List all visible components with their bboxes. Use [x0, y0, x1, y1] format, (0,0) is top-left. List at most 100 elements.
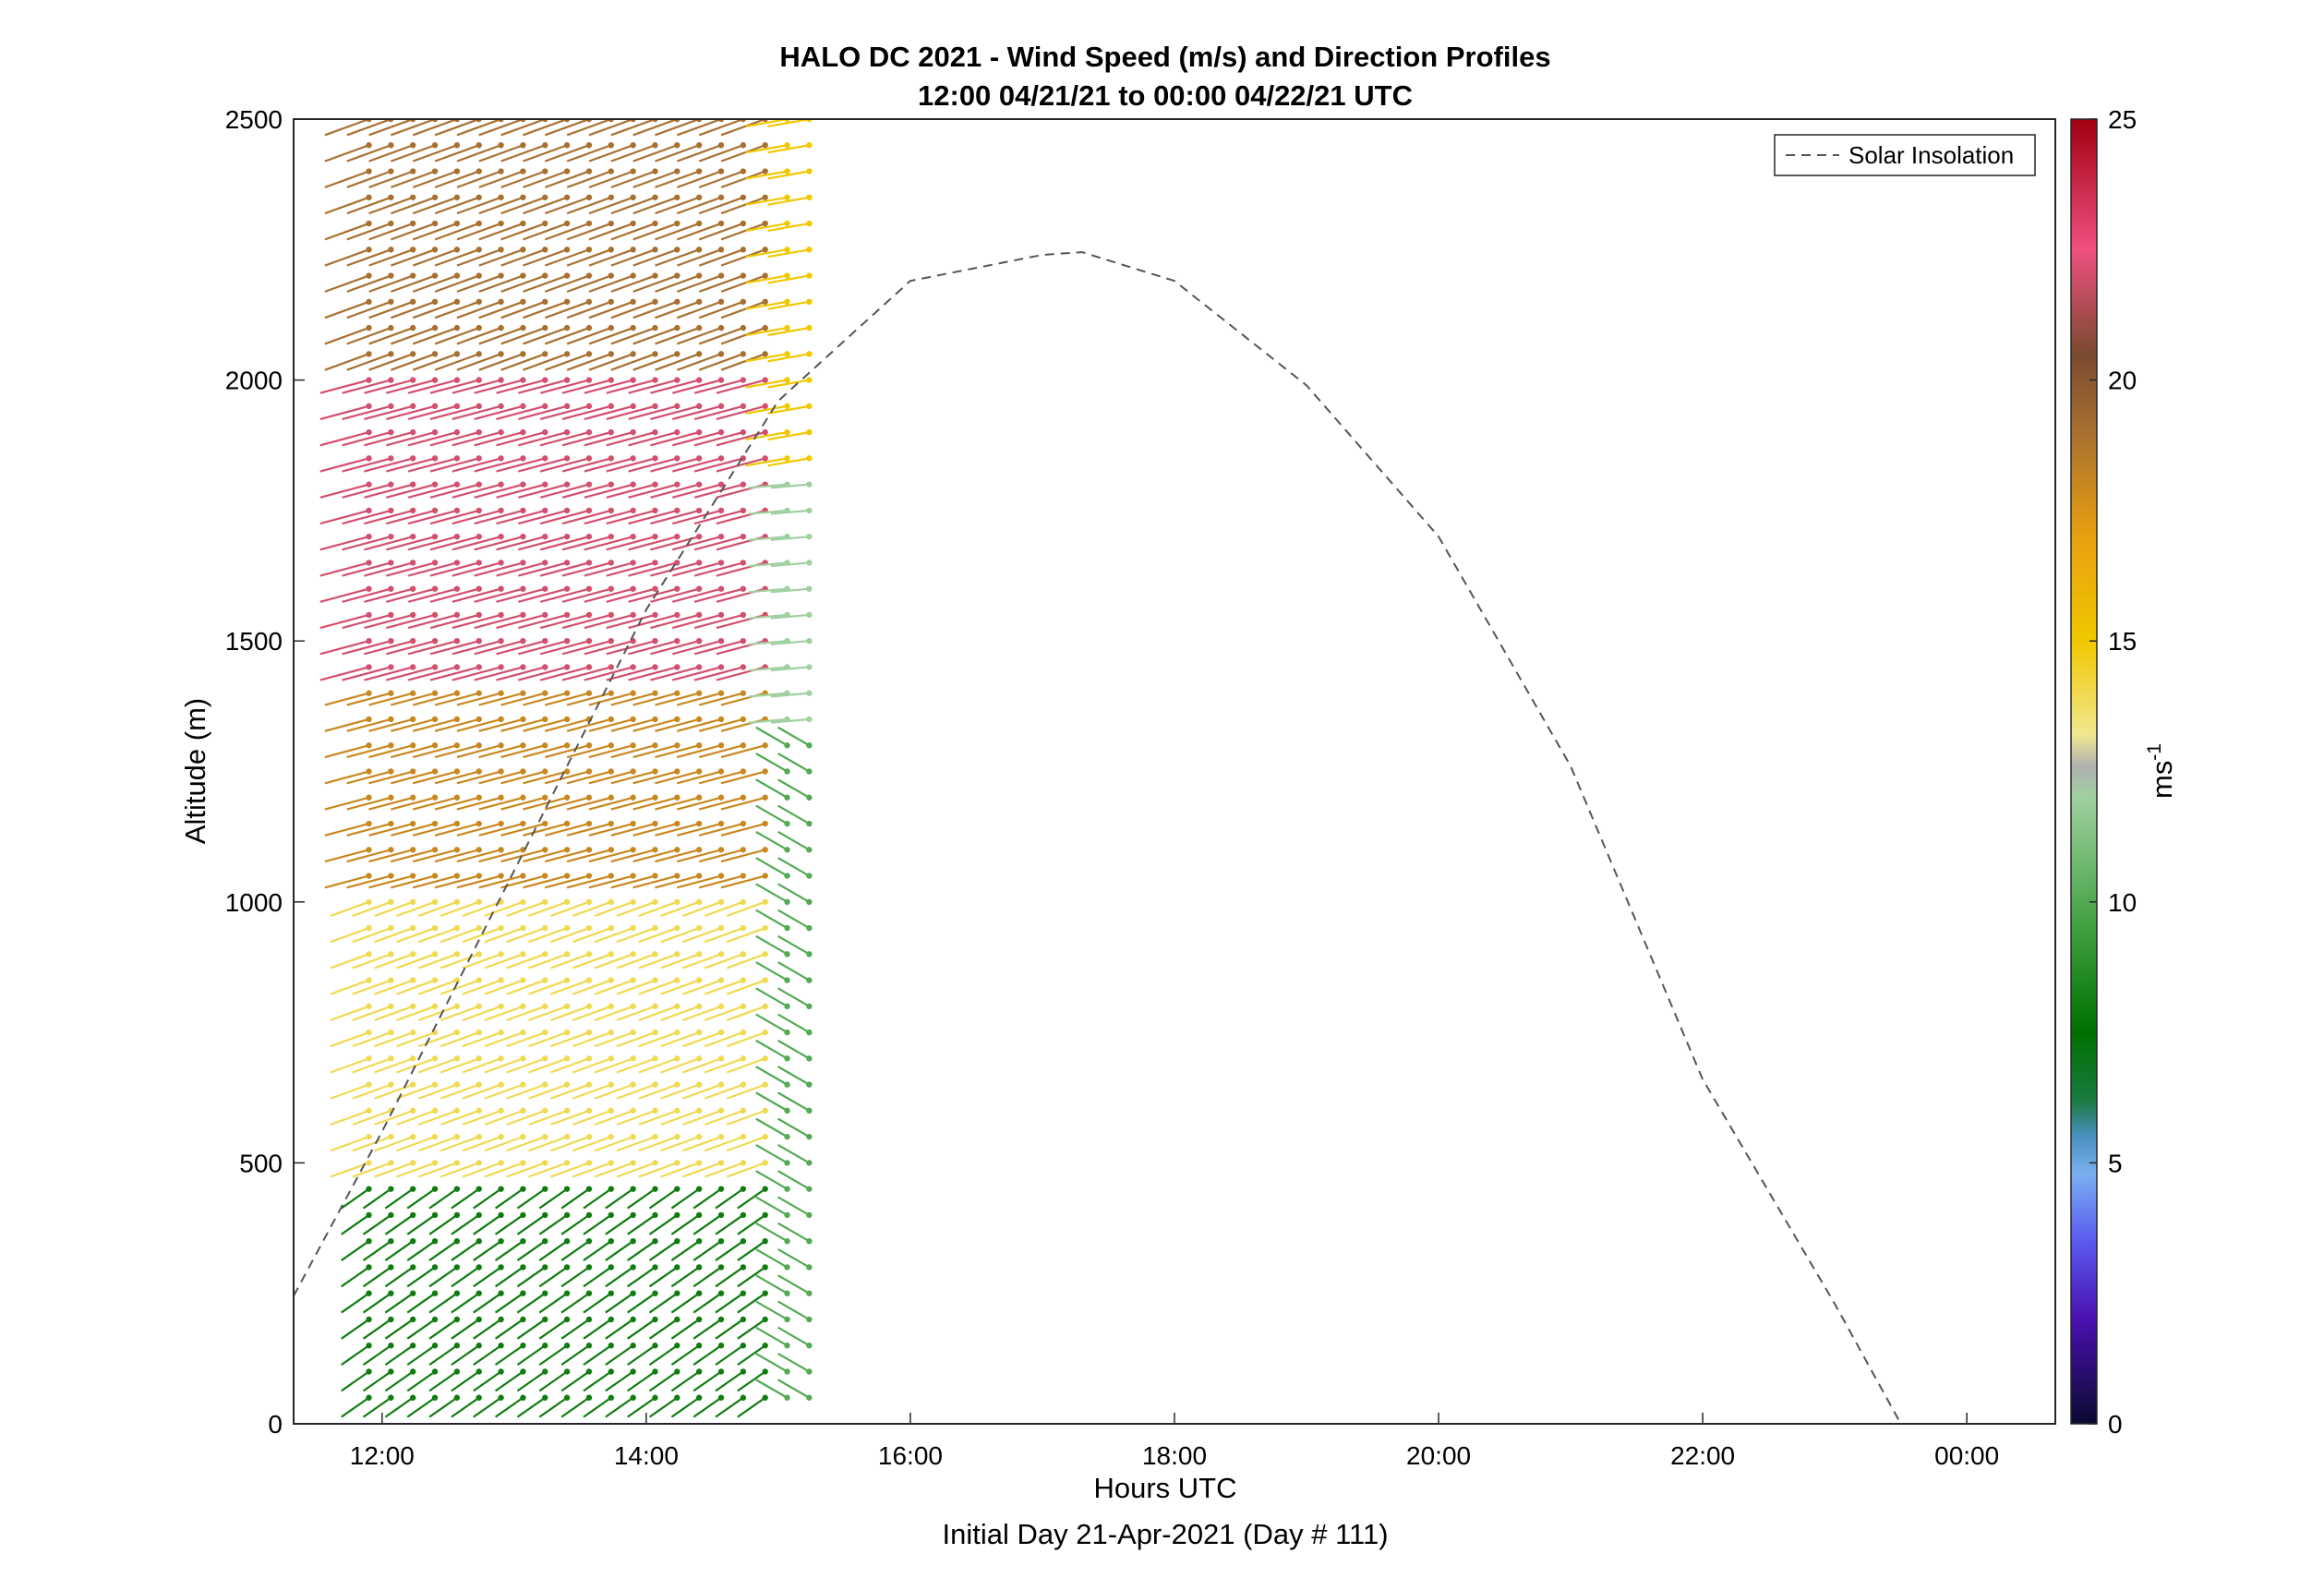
wind-barb — [606, 457, 656, 473]
wind-barb-dot — [563, 560, 571, 566]
wind-barb — [610, 248, 656, 267]
wind-barb-dot — [652, 873, 658, 879]
wind-barb-dot — [762, 1081, 768, 1088]
wind-barb-dot — [674, 272, 680, 279]
wind-barb — [352, 900, 391, 917]
wind-barb — [616, 1005, 656, 1021]
wind-barb — [462, 927, 501, 944]
wind-barb — [648, 1266, 678, 1288]
wind-barb — [720, 353, 766, 371]
wind-barb — [440, 1136, 480, 1152]
wind-barb-dot — [652, 585, 658, 592]
wind-barb-dot — [762, 1029, 768, 1036]
wind-barb-dot — [498, 1394, 504, 1401]
wind-barb-dot — [410, 638, 416, 644]
wind-barb — [588, 770, 633, 785]
wind-barb-dot — [563, 951, 571, 958]
wind-barb — [506, 927, 546, 944]
wind-barb-dot — [717, 690, 725, 696]
wind-barb — [583, 1292, 612, 1314]
wind-barb — [539, 640, 590, 656]
wind-barb-dot — [674, 1003, 680, 1010]
wind-barb — [594, 1083, 634, 1100]
wind-barb — [650, 561, 700, 577]
wind-barb-dot — [542, 1343, 548, 1349]
wind-barb-dot — [674, 1029, 680, 1036]
wind-barb — [330, 1136, 369, 1152]
wind-barb-dot — [453, 1081, 461, 1088]
wind-barb — [456, 327, 501, 345]
wind-barb — [473, 1319, 502, 1340]
wind-barb — [364, 536, 414, 551]
wind-barb-dot — [453, 924, 461, 932]
wind-barb-dot — [762, 847, 768, 853]
wind-barb-dot — [806, 742, 813, 749]
wind-barb-dot — [366, 847, 372, 853]
wind-barb-dot — [366, 194, 372, 200]
wind-barb — [473, 1370, 502, 1392]
wind-barb-dot — [762, 1343, 768, 1349]
wind-barb — [671, 431, 722, 447]
wind-barb-dot — [410, 820, 416, 827]
wind-barb — [478, 170, 524, 188]
wind-barb — [777, 1247, 810, 1269]
wind-barb — [368, 717, 414, 732]
wind-barb — [452, 404, 501, 421]
wind-barb-dot — [498, 403, 504, 410]
wind-barb — [676, 144, 722, 163]
wind-barb — [494, 1344, 524, 1366]
wind-barb — [484, 1083, 524, 1100]
wind-barb-dot — [674, 898, 680, 905]
wind-barb-dot — [476, 298, 482, 306]
wind-barb-dot — [476, 403, 482, 410]
wind-barb-dot — [431, 351, 439, 357]
wind-barb-dot — [476, 794, 482, 801]
wind-barb-dot — [695, 1003, 703, 1010]
wind-barb-dot — [431, 1343, 439, 1349]
wind-barb — [429, 457, 480, 473]
wind-barb — [704, 953, 744, 970]
wind-barb-dot — [740, 1343, 747, 1349]
wind-barb — [745, 404, 788, 415]
wind-barb-dot — [695, 455, 703, 462]
wind-barb — [516, 1240, 546, 1261]
wind-barb-dot — [388, 1316, 394, 1323]
wind-barb-dot — [520, 716, 526, 723]
wind-barb-dot — [431, 533, 439, 540]
wind-barb — [616, 1162, 656, 1178]
wind-barb — [368, 849, 414, 863]
wind-barb — [391, 144, 436, 163]
wind-barb — [342, 509, 391, 525]
wind-barb — [692, 1344, 722, 1366]
wind-barb-dot — [630, 951, 636, 958]
wind-barb-dot — [388, 585, 394, 592]
wind-barb-dot — [410, 847, 416, 853]
x-tick-label: 20:00 — [1406, 1441, 1471, 1470]
wind-barb — [500, 770, 546, 785]
wind-barb — [698, 170, 744, 188]
wind-barb-dot — [695, 1264, 703, 1271]
wind-barb — [500, 170, 546, 188]
wind-barb-dot — [563, 1237, 571, 1245]
wind-barb — [605, 1319, 634, 1340]
wind-barb-dot — [695, 1107, 703, 1114]
wind-barb — [396, 900, 436, 917]
wind-barb — [715, 1240, 744, 1261]
wind-barb — [330, 1031, 369, 1048]
wind-barb — [638, 900, 678, 917]
wind-barb — [749, 640, 788, 645]
wind-barb-dot — [498, 742, 504, 749]
wind-barb — [561, 640, 612, 656]
wind-barb-dot — [630, 820, 636, 827]
wind-barb — [428, 1396, 458, 1418]
wind-barb — [494, 1396, 524, 1418]
wind-barb-dot — [520, 194, 526, 200]
wind-barb-dot — [762, 377, 768, 383]
wind-barb-dot — [431, 298, 439, 306]
wind-barb-dot — [740, 664, 747, 670]
wind-barb-dot — [388, 168, 394, 175]
wind-barb-dot — [608, 1081, 614, 1088]
wind-barb — [677, 744, 722, 759]
wind-barb-dot — [806, 638, 813, 644]
